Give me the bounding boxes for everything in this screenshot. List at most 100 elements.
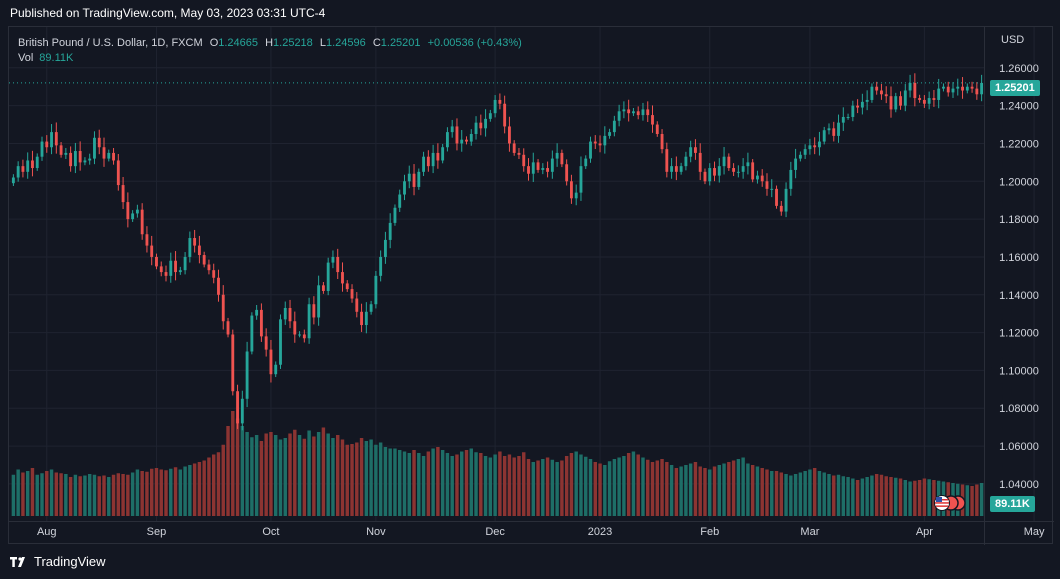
candle-body — [255, 309, 259, 316]
volume-bar — [259, 441, 264, 516]
volume-bar — [455, 454, 459, 516]
volume-bar — [331, 438, 335, 516]
volume-bar — [836, 474, 841, 516]
volume-bar — [760, 468, 764, 516]
candle-body — [407, 173, 411, 182]
candle-body — [236, 391, 239, 424]
x-tick-label: May — [1024, 526, 1045, 538]
candle-body — [45, 141, 49, 148]
volume-bar — [879, 474, 884, 516]
candle-body — [441, 147, 445, 161]
candle-body — [627, 109, 631, 114]
volume-bar — [140, 471, 144, 516]
volume-legend: Vol 89.11K — [18, 52, 73, 64]
volume-bar — [164, 470, 168, 516]
volume-bar — [40, 473, 44, 516]
candle-body — [336, 256, 340, 273]
volume-bar — [178, 469, 183, 516]
candle-body — [660, 134, 664, 150]
volume-bar — [526, 459, 531, 516]
volume-bar — [855, 480, 860, 516]
volume-bar — [374, 444, 378, 516]
legend-symbol[interactable]: British Pound / U.S. Dollar, 1D, FXCM — [18, 37, 203, 49]
chart-panel[interactable]: 1.26000 1.24000 1.22000 1.20000 1.18000 1.160… — [8, 26, 1054, 545]
candle-body — [865, 99, 869, 102]
candle-body — [775, 188, 778, 206]
candle-body — [784, 188, 788, 212]
volume-bar — [288, 433, 292, 516]
candle-body — [374, 275, 378, 305]
volume-bar — [64, 474, 68, 516]
volume-bar — [851, 478, 855, 516]
volume-bar — [669, 465, 674, 516]
candle-body — [670, 166, 674, 172]
candle-body — [507, 126, 511, 144]
volume-bar — [350, 444, 354, 516]
volume-bar — [402, 451, 407, 516]
volume-bar — [860, 478, 865, 516]
volume-bar — [479, 453, 483, 516]
x-tick-label: Nov — [366, 526, 386, 538]
volume-bar — [59, 473, 63, 516]
volume-bar — [269, 432, 273, 516]
volume-bar — [11, 474, 16, 516]
volume-label[interactable]: Vol — [18, 52, 34, 64]
candle-body — [221, 294, 225, 322]
y-tick-label: 1.22000 — [999, 138, 1039, 150]
us-flag-icon[interactable] — [934, 495, 950, 511]
volume-bar — [903, 480, 908, 516]
volume-bar — [803, 471, 807, 516]
volume-bar — [970, 486, 974, 516]
economic-events-flags[interactable] — [933, 494, 967, 512]
candle-body — [827, 128, 831, 131]
candle-body — [870, 86, 874, 100]
volume-bar — [264, 433, 268, 516]
candle-body — [259, 309, 263, 337]
volume-bar — [636, 454, 640, 516]
y-tick-label: 1.26000 — [999, 63, 1039, 75]
y-tick-label: 1.20000 — [999, 176, 1039, 188]
candle-body — [837, 122, 840, 136]
volume-bar — [822, 472, 826, 516]
candle-body — [789, 169, 793, 189]
volume-bar — [421, 456, 426, 516]
candle-body — [240, 398, 244, 424]
candlestick-chart[interactable]: 1.26000 1.24000 1.22000 1.20000 1.18000 1.160… — [9, 27, 1054, 545]
candle-body — [21, 166, 25, 172]
candle-body — [689, 147, 693, 157]
volume-bar — [345, 444, 349, 516]
volume-bar — [336, 435, 340, 516]
candle-body — [202, 255, 206, 265]
volume-bar — [789, 475, 793, 516]
volume-bar — [312, 436, 316, 516]
volume-bar — [188, 465, 192, 516]
candle-body — [546, 168, 550, 172]
x-tick-label: Feb — [700, 526, 719, 538]
volume-bar — [874, 474, 879, 516]
volume-bar — [522, 452, 526, 516]
candle-body — [503, 103, 507, 127]
candle-body — [93, 137, 96, 159]
candle-body — [164, 272, 168, 276]
volume-bar — [665, 462, 669, 516]
candle-body — [579, 166, 583, 193]
volume-bar — [221, 444, 225, 516]
candle-body — [312, 304, 316, 318]
volume-bar — [16, 469, 20, 516]
candle-body — [155, 256, 158, 267]
volume-bar — [646, 459, 650, 516]
volume-bar — [650, 462, 655, 516]
currency-label[interactable]: USD — [1001, 34, 1025, 46]
candle-body — [927, 98, 931, 104]
candle-body — [393, 207, 397, 223]
candle-body — [703, 171, 707, 182]
candle-body — [598, 143, 602, 146]
candle-body — [651, 115, 654, 125]
volume-bar — [297, 435, 302, 516]
candle-body — [188, 238, 192, 257]
volume-bar — [30, 468, 35, 516]
footer-brand[interactable]: TradingView — [10, 554, 106, 569]
volume-bar — [731, 460, 736, 516]
candle-body — [450, 126, 454, 133]
candle-body — [765, 181, 769, 189]
